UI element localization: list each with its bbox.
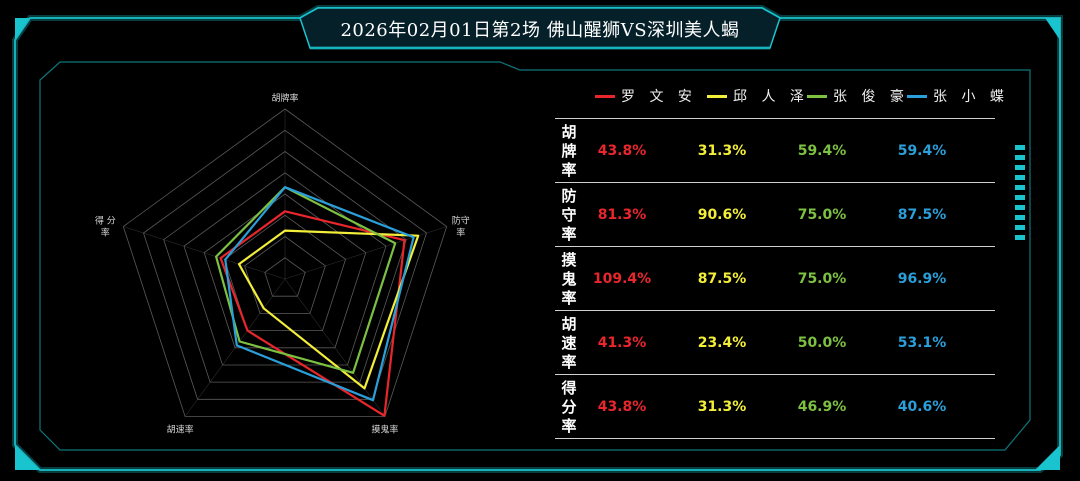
stats-bottom-divider xyxy=(555,438,995,439)
radar-spoke xyxy=(184,278,286,417)
radar-axis-label: 防守率 xyxy=(452,215,470,239)
title-bar xyxy=(299,7,781,50)
radar-axis-label: 胡速率 xyxy=(167,424,194,436)
radar-spoke xyxy=(284,226,447,280)
radar-spoke xyxy=(284,278,386,417)
page-title: 2026年02月01日第2场 佛山醒狮VS深圳美人蝎 xyxy=(340,20,740,41)
radar-grid-ring xyxy=(244,236,326,314)
stats-value: 96.9% xyxy=(897,271,947,287)
stats-row: 胡速率 41.3% 23.4% 50.0% 53.1% xyxy=(555,310,995,375)
stats-value: 59.4% xyxy=(797,143,847,159)
frame-ticks-right xyxy=(1015,145,1025,240)
stats-row-label: 胡速率 xyxy=(561,314,577,371)
corner-accent-bl xyxy=(15,445,40,470)
stats-value: 75.0% xyxy=(797,207,847,223)
frame-inner xyxy=(39,61,1031,451)
radar-axis-label: 胡牌率 xyxy=(271,92,298,104)
stats-value: 109.4% xyxy=(592,271,652,287)
stats-value: 81.3% xyxy=(597,207,647,223)
legend-swatch xyxy=(707,94,727,98)
stats-value: 50.0% xyxy=(797,335,847,351)
legend: 罗 文 安邱 人 泽张 俊 豪张 小 蝶 xyxy=(595,82,1004,112)
legend-label: 邱 人 泽 xyxy=(733,89,809,105)
legend-item: 张 小 蝶 xyxy=(907,86,1009,106)
radar-grid-ring xyxy=(264,257,306,297)
stats-value: 40.6% xyxy=(897,399,947,415)
legend-item: 罗 文 安 xyxy=(595,86,697,106)
legend-label: 张 小 蝶 xyxy=(933,89,1009,105)
stats-row: 防守率 81.3% 90.6% 75.0% 87.5% xyxy=(555,182,995,247)
stats-value: 43.8% xyxy=(597,143,647,159)
legend-swatch xyxy=(907,94,927,98)
legend-swatch xyxy=(595,94,615,98)
corner-accent-tl xyxy=(15,18,30,40)
stats-row-label: 胡牌率 xyxy=(561,122,577,179)
stats-value: 90.6% xyxy=(697,207,747,223)
radar-grid-ring xyxy=(122,108,448,417)
radar-spoke xyxy=(123,226,286,280)
radar-axis-label: 得 分率 xyxy=(95,215,116,239)
stats-value: 31.3% xyxy=(697,399,747,415)
radar-series xyxy=(215,186,420,417)
stats-value: 87.5% xyxy=(697,271,747,287)
radar-spokes xyxy=(123,109,447,417)
stats-value: 75.0% xyxy=(797,271,847,287)
stats-value: 87.5% xyxy=(897,207,947,223)
corner-accent-br xyxy=(1035,445,1060,470)
legend-label: 张 俊 豪 xyxy=(833,89,909,105)
radar-grid-ring xyxy=(203,193,367,349)
radar-series-2 xyxy=(237,229,420,390)
radar-series-4 xyxy=(224,186,415,402)
radar-grid-ring xyxy=(143,129,427,400)
stats-row: 得分率 43.8% 31.3% 46.9% 40.6% xyxy=(555,374,995,439)
stats-value: 46.9% xyxy=(797,399,847,415)
legend-label: 罗 文 安 xyxy=(621,89,697,105)
stats-value: 43.8% xyxy=(597,399,647,415)
corner-accent-tr xyxy=(1045,18,1060,40)
stats-row-label: 防守率 xyxy=(561,186,577,243)
radar-grid xyxy=(122,108,448,417)
stats-row-label: 得分率 xyxy=(561,378,577,435)
stats-value: 31.3% xyxy=(697,143,747,159)
stats-row: 胡牌率 43.8% 31.3% 59.4% 59.4% xyxy=(555,118,995,183)
stats-value: 23.4% xyxy=(697,335,747,351)
legend-item: 张 俊 豪 xyxy=(807,86,909,106)
legend-item: 邱 人 泽 xyxy=(707,86,809,106)
legend-swatch xyxy=(807,94,827,98)
stats-row-label: 摸鬼率 xyxy=(561,250,577,307)
stats-value: 59.4% xyxy=(897,143,947,159)
radar-series-3 xyxy=(215,186,397,374)
stats-value: 53.1% xyxy=(897,335,947,351)
stats-value: 41.3% xyxy=(597,335,647,351)
stats-row: 摸鬼率 109.4% 87.5% 75.0% 96.9% xyxy=(555,246,995,311)
radar-axis-label: 摸鬼率 xyxy=(371,424,398,436)
radar-grid-ring xyxy=(223,214,347,332)
radar-grid-ring xyxy=(163,151,407,383)
